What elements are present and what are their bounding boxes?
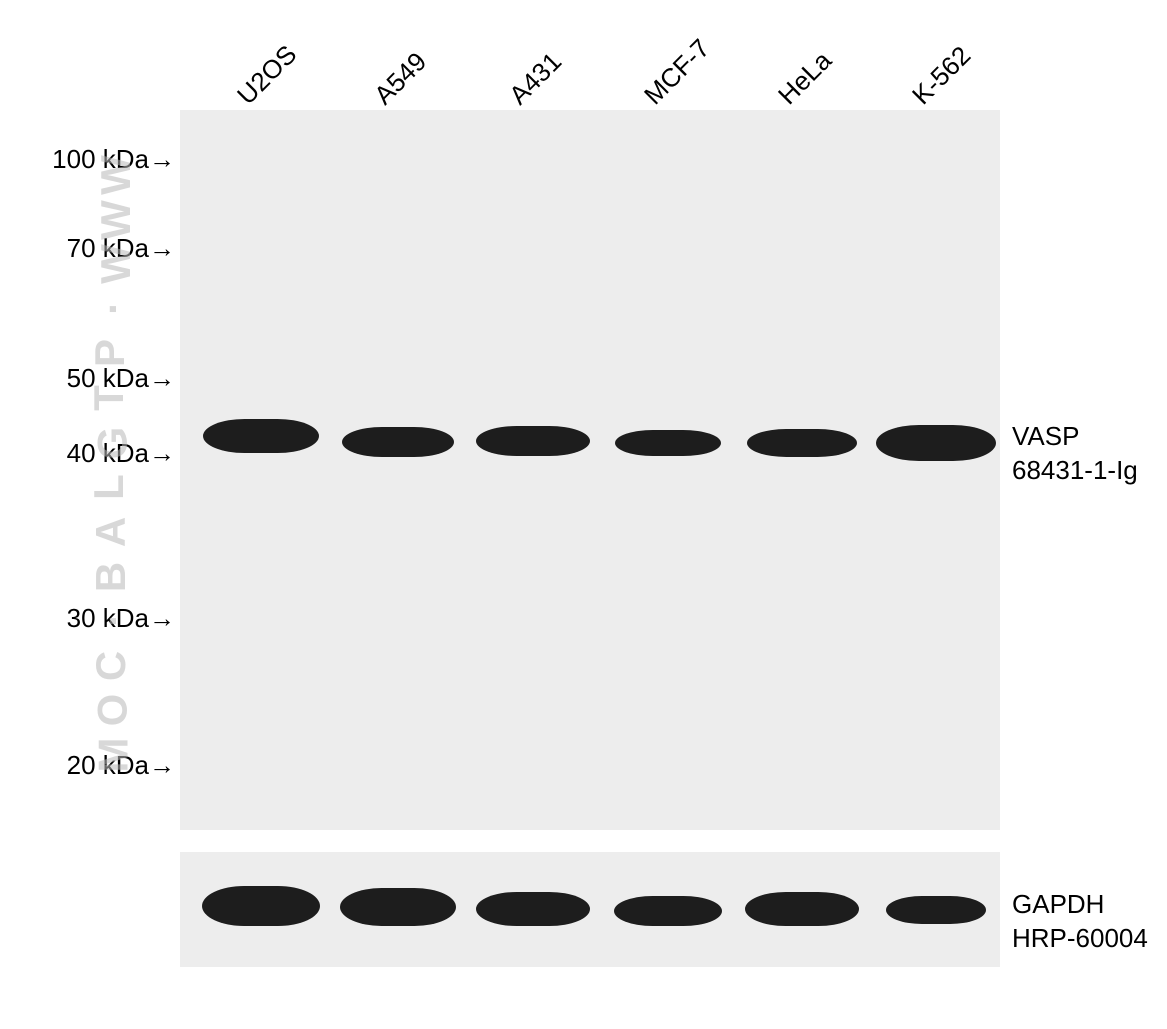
western-blot-figure: U2OS A549 A431 MCF-7 HeLa K-562 100 kDa→ 70 kD… xyxy=(0,0,1167,1029)
target-name: VASP xyxy=(1012,420,1138,454)
target-name: GAPDH xyxy=(1012,888,1148,922)
watermark-char: O xyxy=(88,692,136,727)
watermark-char: B xyxy=(87,559,135,591)
lane-label: K-562 xyxy=(906,40,977,111)
lane-label: U2OS xyxy=(231,39,303,111)
lane-label: MCF-7 xyxy=(638,33,716,111)
watermark-char: . xyxy=(78,613,126,627)
lane-label: A549 xyxy=(368,46,433,111)
watermark-char: W xyxy=(92,153,140,195)
watermark-char: P xyxy=(86,337,134,367)
mw-marker-label: 20 kDa→ xyxy=(0,750,175,781)
band xyxy=(747,429,857,457)
mw-marker-label: 70 kDa→ xyxy=(0,233,175,264)
watermark-char: M xyxy=(90,736,138,773)
catalog-number: 68431-1-Ig xyxy=(1012,454,1138,488)
band xyxy=(202,886,320,926)
band xyxy=(745,892,859,926)
watermark-char: C xyxy=(87,649,135,681)
band xyxy=(340,888,456,926)
lane-label: HeLa xyxy=(772,45,838,111)
watermark-char: . xyxy=(78,301,126,315)
catalog-number: HRP-60004 xyxy=(1012,922,1148,956)
band xyxy=(614,896,722,926)
band xyxy=(342,427,454,457)
watermark-char: A xyxy=(87,515,135,547)
band xyxy=(476,892,590,926)
watermark-char: W xyxy=(92,198,140,240)
band xyxy=(476,426,590,456)
mw-marker-label: 100 kDa→ xyxy=(0,144,175,175)
band xyxy=(203,419,319,453)
main-blot-membrane xyxy=(180,110,1000,830)
loading-antibody-label: GAPDH HRP-60004 xyxy=(1012,888,1148,956)
main-antibody-label: VASP 68431-1-Ig xyxy=(1012,420,1138,488)
watermark-char: L xyxy=(85,472,133,500)
watermark-char: W xyxy=(92,242,140,284)
lane-label: A431 xyxy=(503,46,568,111)
watermark-char: G xyxy=(88,424,136,459)
watermark-char: T xyxy=(85,383,133,411)
band xyxy=(886,896,986,924)
band xyxy=(876,425,996,461)
band xyxy=(615,430,721,456)
